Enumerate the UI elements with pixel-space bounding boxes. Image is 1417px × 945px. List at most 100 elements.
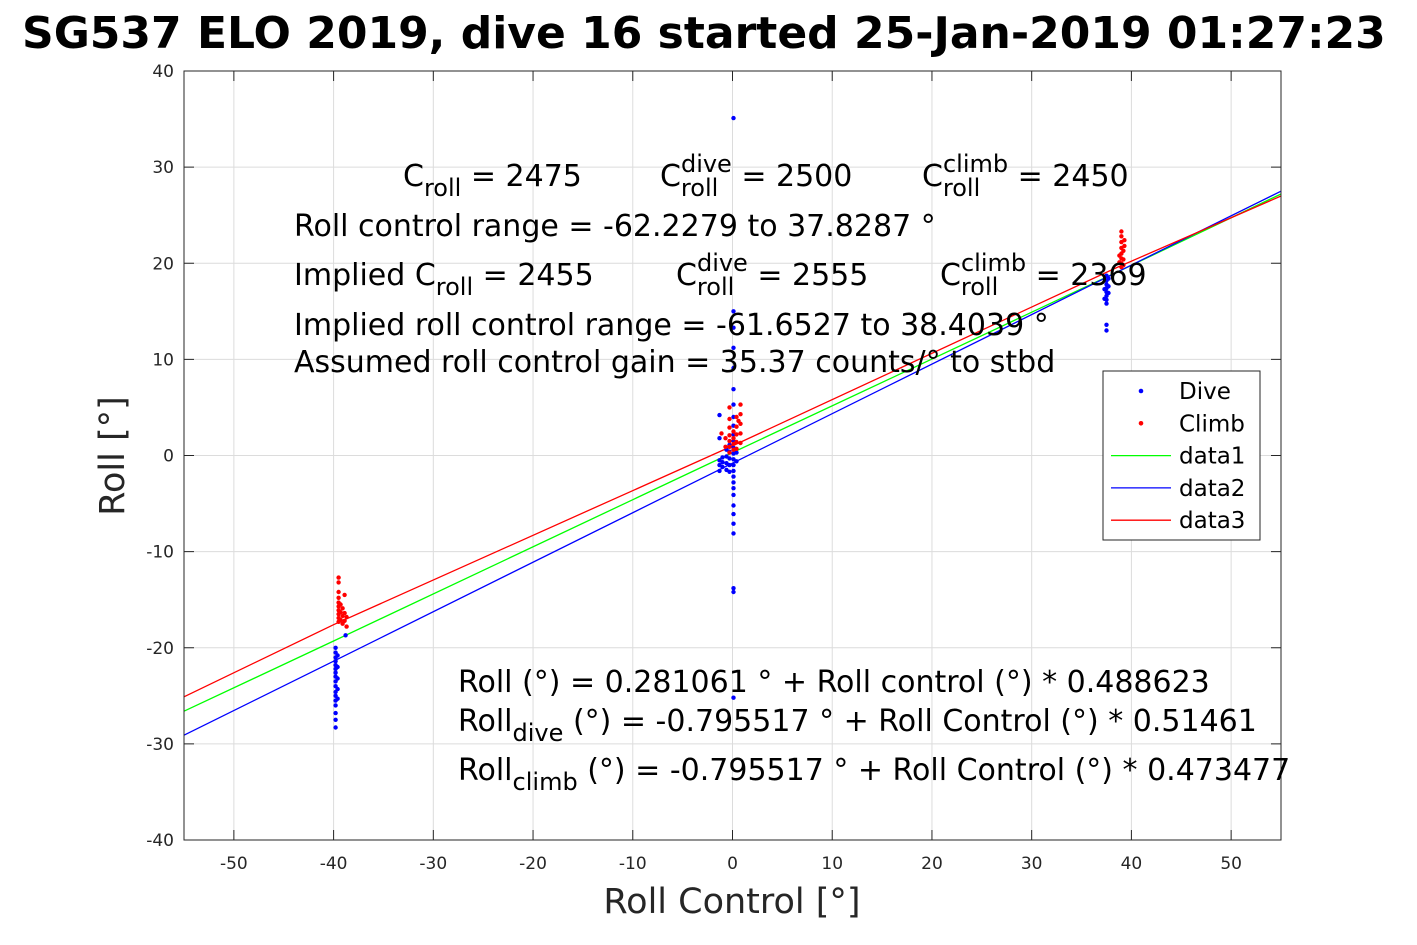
climb-point [727,405,732,410]
dive-point [731,468,736,474]
climb-point [342,592,347,598]
annotation-part: (°) = -0.795517 ° + Roll Control (°) * 0… [578,753,1291,788]
y-tick-label: -10 [146,543,174,563]
annotation-5: Cdive roll = 2555 [676,249,868,301]
climb-point [727,450,732,455]
dive-point [335,664,340,670]
dive-point [1104,322,1109,327]
annotation-part: roll [436,273,473,301]
annotation-9: Roll (°) = 0.281061 ° + Roll control (°)… [458,665,1210,700]
x-tick-label: -50 [220,854,248,874]
y-tick-label: 0 [163,447,174,467]
annotation-part: roll [424,174,461,202]
annotation-10: Rolldive (°) = -0.795517 ° + Roll Contro… [458,704,1257,747]
annotation-part: C [922,159,943,194]
dive-point [335,653,340,658]
dive-point [731,309,736,314]
dive-point [724,461,729,466]
dive-point [731,586,736,591]
x-tick-label: 10 [821,854,843,874]
x-tick-label: 30 [1021,854,1043,874]
climb-point [727,438,732,444]
climb-point [723,436,728,441]
dive-point [333,717,338,722]
annotation-part: climb [961,249,1026,277]
dive-point [734,459,739,464]
dive-point [1106,284,1111,289]
climb-point [734,439,739,445]
dive-point [731,695,736,700]
climb-point [1121,248,1126,253]
climb-point [723,444,728,449]
dive-point [343,633,348,638]
y-tick-label: 40 [152,62,174,82]
climb-point [734,414,739,420]
annotation-part: dive [697,249,748,277]
dive-point [717,458,722,463]
dive-point [731,474,736,479]
dive-point [333,703,338,708]
x-tick-label: -40 [320,854,348,874]
climb-point [719,431,724,436]
annotation-part: = 2455 [473,258,594,293]
climb-point [738,440,743,446]
climb-point [1119,234,1124,239]
annotation-part: = 2475 [461,159,582,194]
annotation-part: Implied roll control range = -61.6527 to… [294,308,1049,343]
y-tick-label: -40 [146,831,174,851]
annotation-part: roll [943,174,980,202]
annotation-part: Roll control range = -62.2279 to 37.8287… [294,209,936,244]
dive-point [731,492,736,498]
dive-point [1102,287,1107,292]
climb-point [727,416,732,422]
annotation-part: = 2500 [732,159,853,194]
annotation-part: = 2450 [1008,159,1129,194]
annotation-part: C [660,159,681,194]
dive-point [731,345,736,350]
dive-point [720,455,725,460]
annotation-part: (°) = -0.795517 ° + Roll Control (°) * 0… [563,704,1256,739]
dive-point [731,325,736,330]
climb-point [1117,260,1122,265]
annotation-part: Roll (°) = 0.281061 ° + Roll control (°)… [458,665,1210,700]
climb-point [344,614,349,620]
dive-point [717,462,722,468]
annotation-part: Roll [458,753,513,788]
annotation-part: dive [513,719,564,747]
climb-point [727,433,732,438]
climb-point [738,402,743,407]
legend-label-data1: data1 [1179,444,1245,470]
annotation-part: = 2369 [1026,258,1147,293]
annotation-part: Roll [458,704,513,739]
dive-point [731,365,736,371]
annotation-1: Cdive roll = 2500 [660,150,852,202]
climb-point [727,425,732,430]
annotation-part: roll [697,273,734,301]
dive-point [734,450,739,455]
dive-point [333,710,338,716]
y-axis-label: Roll [°] [93,396,133,516]
climb-point [734,424,739,429]
climb-point [734,446,739,451]
climb-point [340,606,345,611]
climb-point [336,575,341,580]
annotation-part: C [403,159,424,194]
y-tick-label: 10 [152,350,174,370]
climb-point [1121,257,1126,262]
dive-point [724,467,729,473]
dive-point [717,468,722,474]
dive-point [333,645,338,650]
annotation-part: Implied C [294,258,436,293]
climb-point [342,618,347,623]
dive-point [724,454,729,459]
legend-label-data3: data3 [1179,508,1245,534]
dive-point [731,402,736,407]
dive-point [1106,276,1111,281]
dive-point [1104,301,1109,306]
climb-point [738,412,743,417]
dive-point [731,462,736,468]
dive-point [731,503,736,508]
climb-point [336,589,341,595]
dive-point [1104,328,1109,333]
